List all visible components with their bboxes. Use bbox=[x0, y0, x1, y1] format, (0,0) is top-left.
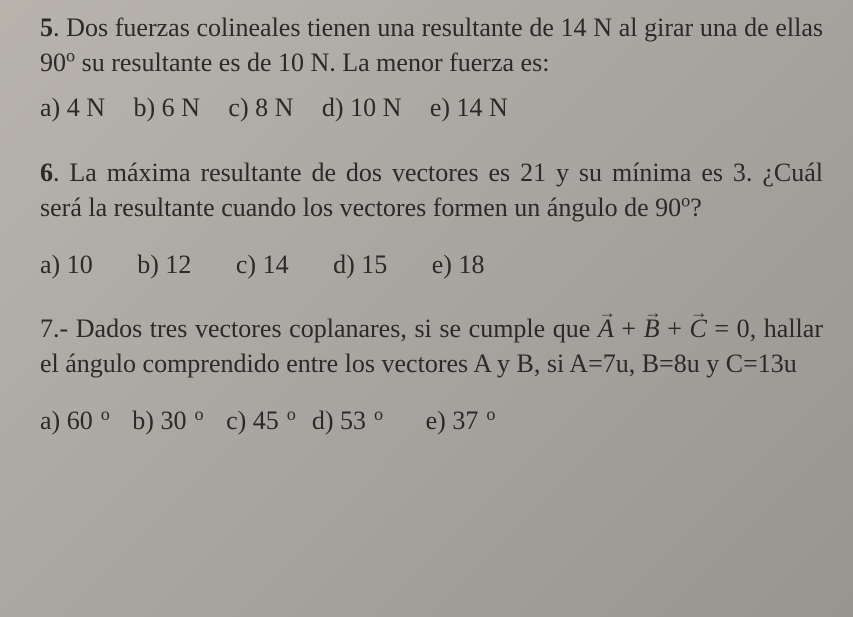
problem-5-text: 5. Dos fuerzas colineales tienen una res… bbox=[40, 10, 823, 80]
problem-7: 7.- Dados tres vectores coplanares, si s… bbox=[40, 311, 823, 440]
vector-b: B bbox=[644, 311, 660, 346]
problem-6-deg: o bbox=[681, 190, 690, 210]
problem-5-deg: o bbox=[66, 45, 75, 65]
plus-1: + bbox=[614, 314, 644, 343]
problem-6: 6. La máxima resultante de dos vectores … bbox=[40, 155, 823, 284]
plus-2: + bbox=[660, 314, 690, 343]
option-6c: c) 14 bbox=[236, 250, 289, 279]
option-7a: a) 60o bbox=[40, 406, 118, 435]
option-7b: b) 30o bbox=[132, 406, 211, 435]
problem-5-number: 5 bbox=[40, 13, 53, 42]
problem-5-body-2: su resultante es de 10 N. La menor fuerz… bbox=[75, 48, 549, 77]
problem-7-text: 7.- Dados tres vectores coplanares, si s… bbox=[40, 311, 823, 381]
option-6b: b) 12 bbox=[137, 250, 191, 279]
option-5e: e) 14 N bbox=[430, 93, 508, 122]
problem-7-body-1: .- Dados tres vectores coplanares, si se… bbox=[53, 314, 598, 343]
problem-6-number: 6 bbox=[40, 158, 53, 187]
problem-6-options: a) 10 b) 12 c) 14 d) 15 e) 18 bbox=[40, 247, 823, 283]
option-7e: e) 37o bbox=[426, 406, 504, 435]
problem-6-text: 6. La máxima resultante de dos vectores … bbox=[40, 155, 823, 225]
option-5d: d) 10 N bbox=[322, 93, 401, 122]
problem-6-body-1: . La máxima resultante de dos vectores e… bbox=[40, 158, 823, 222]
problem-6-body-2: ? bbox=[690, 193, 702, 222]
option-5c: c) 8 N bbox=[228, 93, 293, 122]
vector-a: A bbox=[598, 311, 614, 346]
vector-c: C bbox=[689, 311, 706, 346]
option-5b: b) 6 N bbox=[133, 93, 199, 122]
problem-7-number: 7 bbox=[40, 314, 53, 343]
option-7c: c) 45o bbox=[226, 406, 304, 435]
problem-7-options: a) 60o b) 30o c) 45o d) 53o e) 37o bbox=[40, 403, 823, 439]
option-6d: d) 15 bbox=[333, 250, 387, 279]
option-7d: d) 53o bbox=[312, 406, 391, 435]
option-5a: a) 4 N bbox=[40, 93, 105, 122]
option-6e: e) 18 bbox=[432, 250, 485, 279]
problem-5-options: a) 4 N b) 6 N c) 8 N d) 10 N e) 14 N bbox=[40, 90, 823, 126]
problem-5: 5. Dos fuerzas colineales tienen una res… bbox=[40, 10, 823, 127]
option-6a: a) 10 bbox=[40, 250, 93, 279]
eq-zero: = 0 bbox=[707, 314, 750, 343]
